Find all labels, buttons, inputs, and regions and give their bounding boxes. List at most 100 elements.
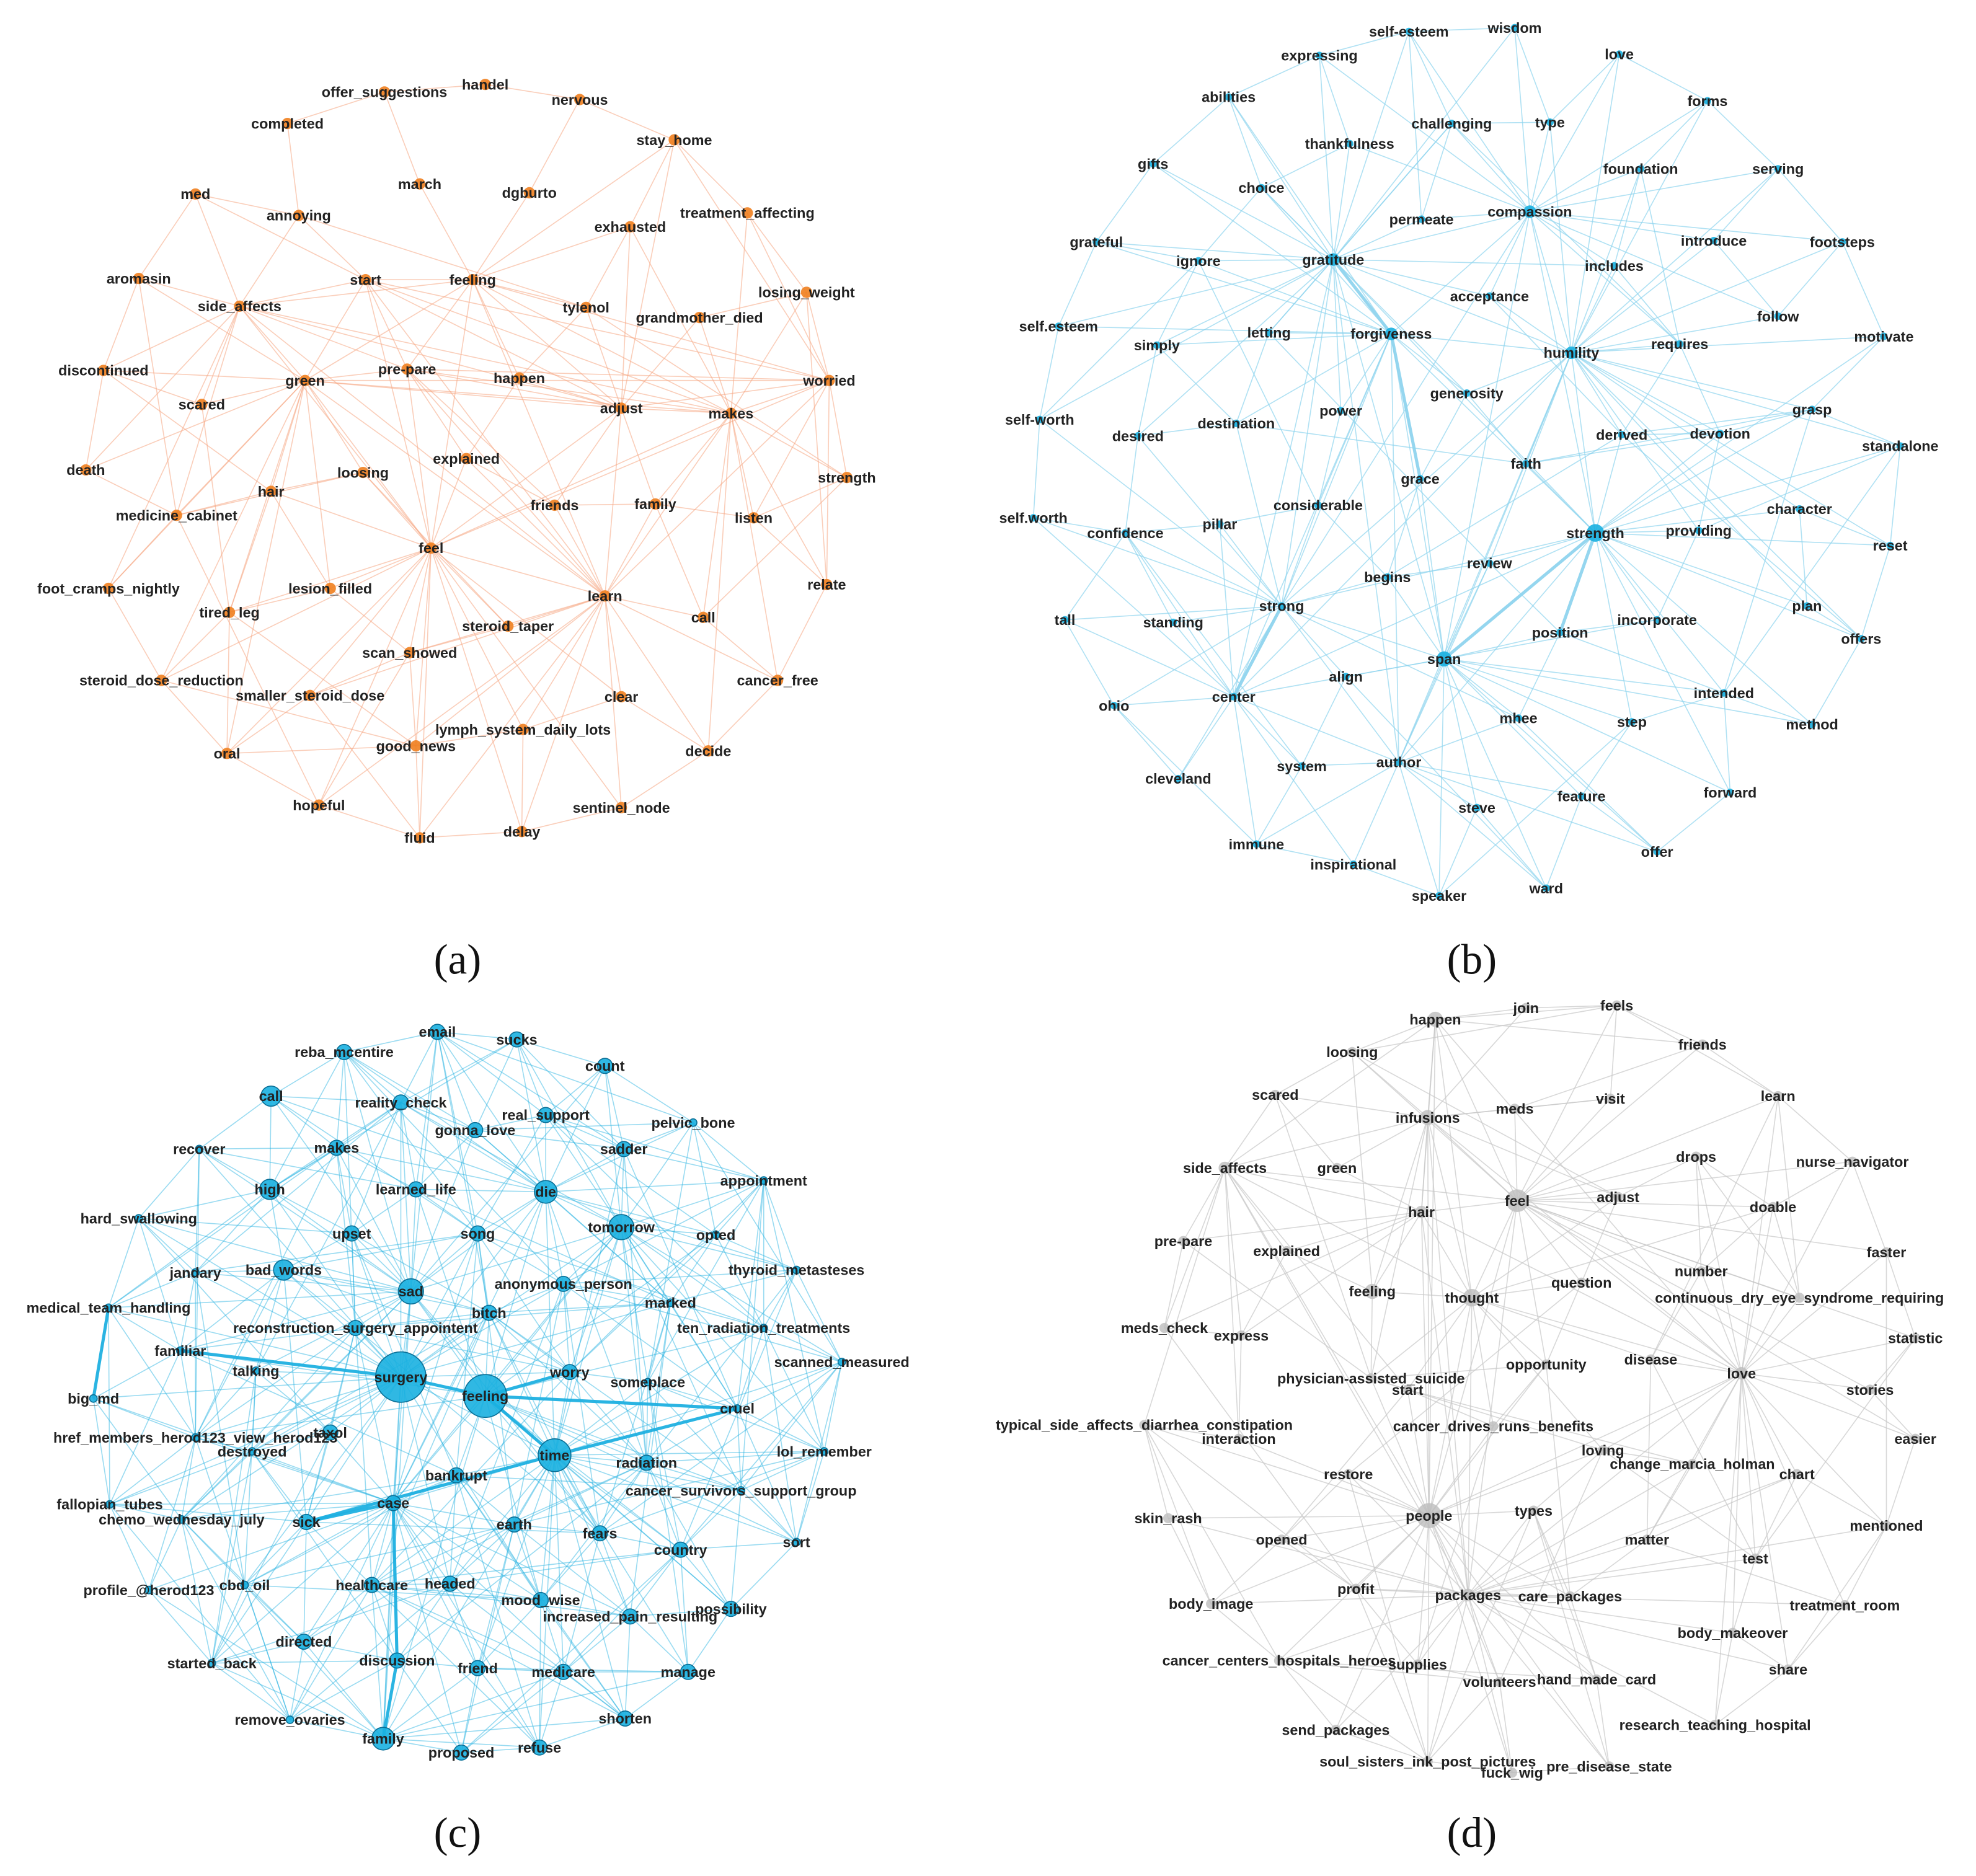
- edge: [540, 1599, 564, 1673]
- edge: [1778, 168, 1843, 242]
- edge: [699, 317, 732, 414]
- node-label: explained: [433, 451, 500, 467]
- edge: [410, 1189, 417, 1292]
- edge: [318, 652, 410, 806]
- edge: [336, 1102, 401, 1149]
- edge: [1033, 517, 1234, 697]
- edge: [763, 1327, 843, 1363]
- edge: [306, 1376, 402, 1523]
- edge: [195, 1149, 200, 1273]
- edge: [456, 1474, 742, 1491]
- edge: [306, 1453, 556, 1524]
- edge: [430, 458, 467, 549]
- edge: [599, 1462, 647, 1534]
- node: [748, 512, 760, 524]
- edge: [1529, 53, 1620, 212]
- edge: [1391, 211, 1530, 335]
- edge: [1281, 1474, 1349, 1540]
- edge: [472, 279, 622, 409]
- node-label: pre_disease_state: [1546, 1758, 1672, 1774]
- node-label: friends: [1678, 1037, 1727, 1053]
- edge: [383, 1668, 478, 1740]
- node-label: possibility: [695, 1601, 767, 1617]
- node-label: opted: [696, 1227, 736, 1243]
- edge: [521, 595, 606, 832]
- edge: [693, 1122, 764, 1181]
- edge: [456, 1233, 479, 1476]
- edge: [621, 408, 656, 505]
- edge: [1256, 761, 1399, 845]
- node-label: feature: [1557, 789, 1606, 805]
- edge: [1468, 1463, 1693, 1596]
- edge: [401, 1283, 564, 1378]
- edge: [545, 1114, 717, 1236]
- edge: [563, 1180, 764, 1285]
- node-label: loosing: [1326, 1044, 1378, 1060]
- edge: [415, 728, 523, 746]
- node: [1783, 1664, 1794, 1675]
- node-label: count: [585, 1058, 625, 1074]
- edge: [309, 547, 432, 696]
- edge: [304, 279, 473, 381]
- edges: [1143, 1004, 1916, 1774]
- node: [1509, 1104, 1520, 1114]
- edge: [109, 1437, 196, 1505]
- edge: [1489, 352, 1572, 564]
- node-label: oral: [214, 745, 241, 761]
- node: [680, 1663, 696, 1680]
- node-label: med: [180, 186, 210, 202]
- edge: [1714, 1373, 1742, 1725]
- node-label: humility: [1544, 345, 1600, 361]
- edge: [195, 193, 366, 280]
- panel-label: (c): [434, 1808, 482, 1856]
- edge: [1301, 676, 1347, 766]
- edge: [1370, 1291, 1373, 1379]
- node: [733, 1404, 742, 1413]
- node-label: forgiveness: [1350, 326, 1432, 342]
- edge: [1125, 533, 1234, 697]
- node-label: medicine_cabinet: [116, 507, 237, 523]
- edge: [401, 1102, 476, 1131]
- edge: [647, 1122, 694, 1383]
- edge: [1799, 508, 1890, 546]
- edge: [1370, 1378, 1430, 1516]
- edge: [485, 1395, 647, 1464]
- edge: [415, 1188, 478, 1234]
- edge: [514, 1462, 647, 1525]
- node: [481, 1304, 497, 1321]
- node-label: mood_wise: [501, 1592, 580, 1608]
- edge: [1233, 352, 1572, 697]
- edge: [1114, 705, 1179, 779]
- node: [1332, 1162, 1342, 1174]
- edge: [1164, 1211, 1422, 1329]
- edge: [181, 1291, 412, 1520]
- edge: [485, 1396, 732, 1609]
- edge: [450, 1524, 515, 1585]
- edge: [229, 612, 417, 746]
- node-label: talking: [233, 1363, 279, 1379]
- node-label: strong: [1259, 598, 1305, 614]
- edge: [730, 213, 748, 414]
- node-label: plan: [1792, 598, 1822, 614]
- node: [1178, 1236, 1189, 1246]
- edge: [1349, 143, 1530, 213]
- edge: [600, 1361, 843, 1534]
- edge: [545, 1192, 556, 1456]
- edge: [161, 547, 432, 681]
- edge: [1443, 658, 1582, 797]
- edge: [329, 1327, 357, 1433]
- edge: [1517, 1196, 1618, 1201]
- edge: [270, 1095, 546, 1193]
- edge: [1033, 517, 1126, 534]
- edge: [226, 695, 311, 754]
- edge: [545, 1148, 624, 1193]
- node-label: strength: [1566, 525, 1624, 541]
- edge: [202, 379, 306, 405]
- node-label: grace: [1401, 471, 1439, 487]
- edge: [392, 1503, 540, 1748]
- node-label: adjust: [600, 400, 643, 417]
- edge: [621, 1226, 671, 1303]
- edge: [1177, 696, 1234, 779]
- edge: [477, 1667, 564, 1673]
- edge: [763, 1327, 797, 1542]
